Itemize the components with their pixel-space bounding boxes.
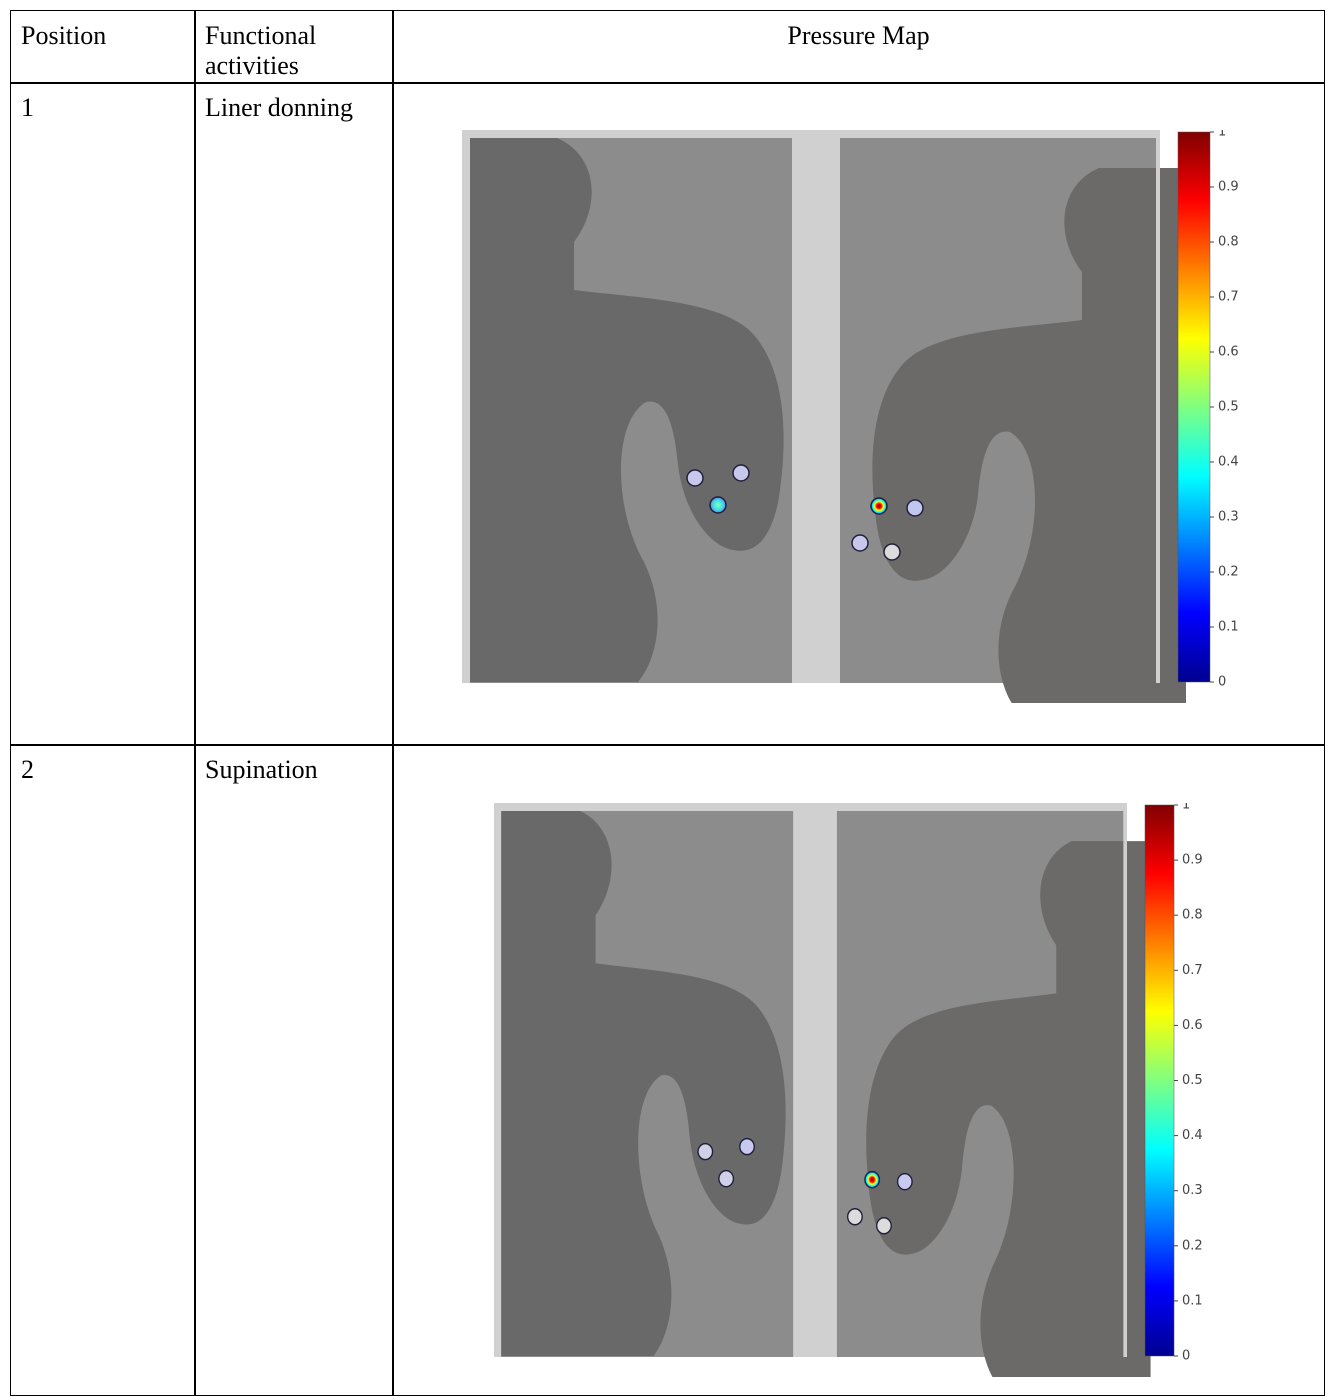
sensor-dot (884, 544, 900, 560)
colorbar-label: 0.5 (1182, 1073, 1203, 1088)
header-cell: Position (10, 10, 196, 84)
colorbar-label: 0 (1218, 675, 1226, 690)
cell: Supination (194, 744, 394, 1396)
cover (1123, 803, 1127, 1357)
colorbar-label: 0.7 (1182, 963, 1203, 978)
colorbar-label: 0.9 (1218, 180, 1239, 195)
colorbar-label: 0.4 (1218, 455, 1239, 470)
header-cell: Pressure Map (392, 10, 1325, 84)
sensor-dot (733, 465, 749, 481)
cell: Liner donning (194, 82, 394, 746)
colorbar-label: 0.3 (1182, 1183, 1203, 1198)
activity: Liner donning (205, 93, 353, 122)
header-text: Functional activities (205, 21, 316, 80)
sensor-dot (848, 1209, 863, 1225)
position: 1 (21, 93, 34, 122)
cover (792, 130, 840, 683)
sensor-dot (740, 1139, 755, 1155)
colorbar-label: 0.1 (1218, 620, 1239, 635)
pressure-figure: 0 0.1 0.2 0.3 0.4 0.5 0.6 0.7 0.8 0.9 1 (462, 130, 1258, 703)
colorbar-label: 0.1 (1182, 1293, 1203, 1308)
position: 2 (21, 755, 34, 784)
page: Position Functional activities Pressure … (0, 0, 1329, 1400)
colorbar-label: 0.9 (1182, 853, 1203, 868)
header-text: Position (21, 21, 106, 50)
sensor-dot (719, 1171, 734, 1187)
colorbar-label: 0.2 (1182, 1238, 1203, 1253)
sensor-dot (710, 497, 726, 513)
colorbar-label: 0.4 (1182, 1128, 1203, 1143)
activity: Supination (205, 755, 318, 784)
colorbar-label: 1 (1218, 130, 1226, 140)
colorbar (1145, 805, 1174, 1356)
colorbar-label: 0.7 (1218, 290, 1239, 305)
colorbar-label: 0.6 (1218, 345, 1239, 360)
colorbar-label: 0.6 (1182, 1018, 1203, 1033)
sensor-dot (877, 1218, 892, 1234)
sensor-dot (852, 535, 868, 551)
cell: 1 (10, 82, 196, 746)
sensor-dot (687, 470, 703, 486)
cell: 2 (10, 744, 196, 1396)
cover (1156, 130, 1160, 683)
pressure-figure: 0 0.1 0.2 0.3 0.4 0.5 0.6 0.7 0.8 0.9 1 (494, 803, 1225, 1377)
sensor-dot (898, 1174, 913, 1190)
colorbar-label: 0 (1182, 1349, 1190, 1364)
colorbar (1178, 132, 1210, 682)
sensor-dot (907, 500, 923, 516)
colorbar-label: 0.8 (1218, 235, 1239, 250)
render (494, 803, 1151, 1377)
render (462, 130, 1186, 703)
colorbar-label: 0.5 (1218, 400, 1239, 415)
colorbar-label: 0.8 (1182, 908, 1203, 923)
colorbar-label: 0.2 (1218, 565, 1239, 580)
cover (793, 803, 837, 1357)
sensor-dot (698, 1144, 713, 1160)
sensor-dot (871, 498, 887, 514)
header-text: Pressure Map (787, 21, 929, 50)
sensor-dot (865, 1172, 880, 1188)
header-cell: Functional activities (194, 10, 394, 84)
colorbar-label: 1 (1182, 803, 1190, 813)
colorbar-label: 0.3 (1218, 510, 1239, 525)
